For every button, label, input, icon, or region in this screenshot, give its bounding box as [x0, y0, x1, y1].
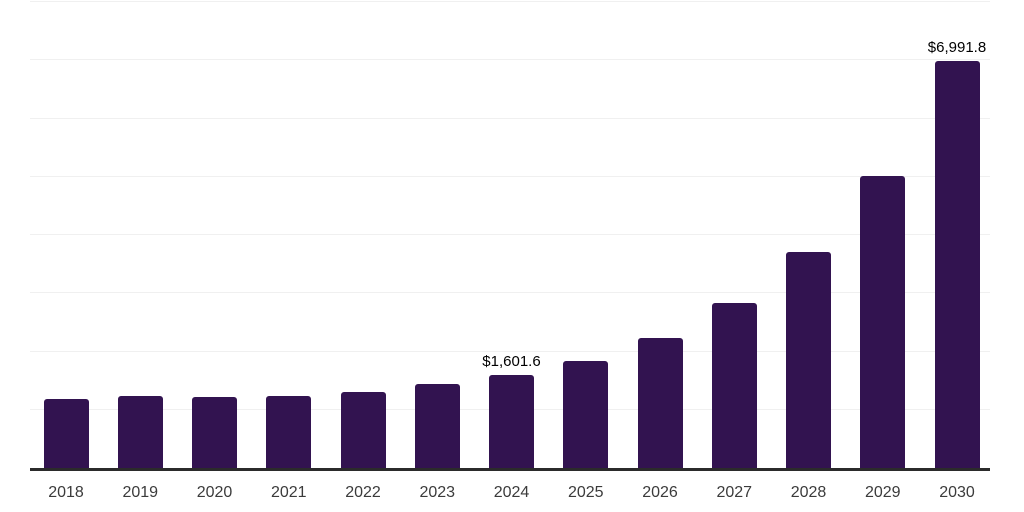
value-label-2024: $1,601.6: [482, 352, 541, 370]
bar-2030: [934, 60, 980, 468]
gridline-8000: [30, 1, 990, 2]
bar-2018: [43, 398, 89, 468]
x-tick-label-2028: 2028: [790, 484, 827, 501]
gridline-6000: [30, 117, 990, 119]
x-tick-label-2026: 2026: [642, 484, 678, 501]
x-tick-label-2020: 2020: [196, 484, 233, 501]
bar-2023: [414, 384, 460, 468]
gridline-5000: [30, 175, 990, 177]
plot-area: $1,601.6 $6,991.8: [30, 1, 990, 471]
gridline-7000: [30, 59, 990, 61]
bar-2021: [266, 395, 312, 468]
x-axis-line: [30, 468, 990, 471]
value-label-2030: $6,991.8: [927, 38, 987, 56]
bar-2025: [563, 360, 609, 468]
gridline-2000: [30, 350, 990, 352]
x-tick-label-2030: 2030: [939, 484, 975, 501]
bar-2026: [637, 338, 683, 468]
bar-2027: [711, 303, 757, 468]
x-tick-label-2021: 2021: [270, 484, 307, 501]
x-tick-label-2024: 2024: [493, 484, 530, 501]
x-axis-labels: 2018 2019 2020 2021 2022 2023 2024 2025 2026 2027…: [30, 484, 990, 506]
gridline-4000: [30, 234, 990, 235]
bar-2019: [117, 396, 163, 468]
bar-2028: [786, 252, 831, 468]
x-tick-label-2025: 2025: [567, 484, 604, 501]
x-tick-label-2019: 2019: [122, 484, 159, 501]
x-tick-label-2027: 2027: [716, 484, 753, 501]
bar-2020: [192, 396, 237, 468]
bar-2024: [489, 374, 534, 468]
x-tick-label-2018: 2018: [48, 484, 84, 501]
x-tick-label-2023: 2023: [419, 484, 456, 501]
bar-2022: [340, 391, 386, 468]
x-tick-label-2029: 2029: [864, 484, 901, 501]
bar-2029: [860, 175, 906, 468]
x-tick-label-2022: 2022: [345, 484, 381, 501]
gridline-3000: [30, 292, 990, 294]
